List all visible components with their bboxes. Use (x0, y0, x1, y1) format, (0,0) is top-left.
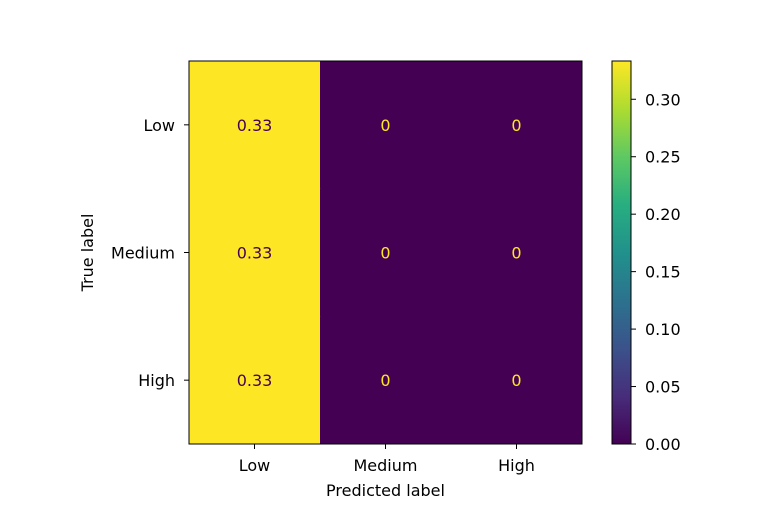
matrix-cell (320, 61, 452, 190)
matrix-cell (189, 316, 321, 445)
matrix-cell (320, 188, 452, 317)
y-tick-label: High (138, 371, 175, 390)
matrix-cells (189, 61, 583, 445)
cell-value-label: 0 (380, 371, 390, 390)
matrix-cell (451, 188, 583, 317)
matrix-cell (451, 61, 583, 190)
colorbar (611, 60, 632, 445)
cell-value-label: 0 (380, 116, 390, 135)
colorbar-tick-label: 0.20 (645, 205, 681, 224)
matrix-frame (188, 60, 583, 445)
cell-value-label: 0.33 (237, 116, 273, 135)
matrix-cell (189, 61, 321, 190)
x-tick-label: Low (239, 456, 271, 475)
colorbar-ticks: 0.00 0.05 0.10 0.15 0.20 0.25 0.30 (631, 90, 681, 454)
matrix-cell-labels: 0.33 0 0 0.33 0 0 0.33 0 0 (237, 116, 522, 390)
colorbar-tick-label: 0.10 (645, 320, 681, 339)
cell-value-label: 0 (511, 116, 521, 135)
colorbar-tick-label: 0.15 (645, 263, 681, 282)
y-axis-ticks: Low Medium High (111, 116, 189, 390)
colorbar-tick-label: 0.05 (645, 378, 681, 397)
x-axis-ticks: Low Medium High (239, 444, 535, 475)
y-axis-label: True label (78, 214, 97, 293)
cell-value-label: 0.33 (237, 244, 273, 263)
colorbar-tick-label: 0.25 (645, 148, 681, 167)
x-tick-label: High (498, 456, 535, 475)
matrix-cell (320, 316, 452, 445)
matrix-cell (451, 316, 583, 445)
colorbar-tick-label: 0.30 (645, 90, 681, 109)
y-tick-label: Low (143, 116, 175, 135)
x-axis-label: Predicted label (326, 481, 445, 500)
cell-value-label: 0 (511, 244, 521, 263)
y-tick-label: Medium (111, 244, 175, 263)
x-tick-label: Medium (354, 456, 418, 475)
cell-value-label: 0 (380, 244, 390, 263)
colorbar-tick-label: 0.00 (645, 435, 681, 454)
cell-value-label: 0 (511, 371, 521, 390)
matrix-cell (189, 188, 321, 317)
cell-value-label: 0.33 (237, 371, 273, 390)
